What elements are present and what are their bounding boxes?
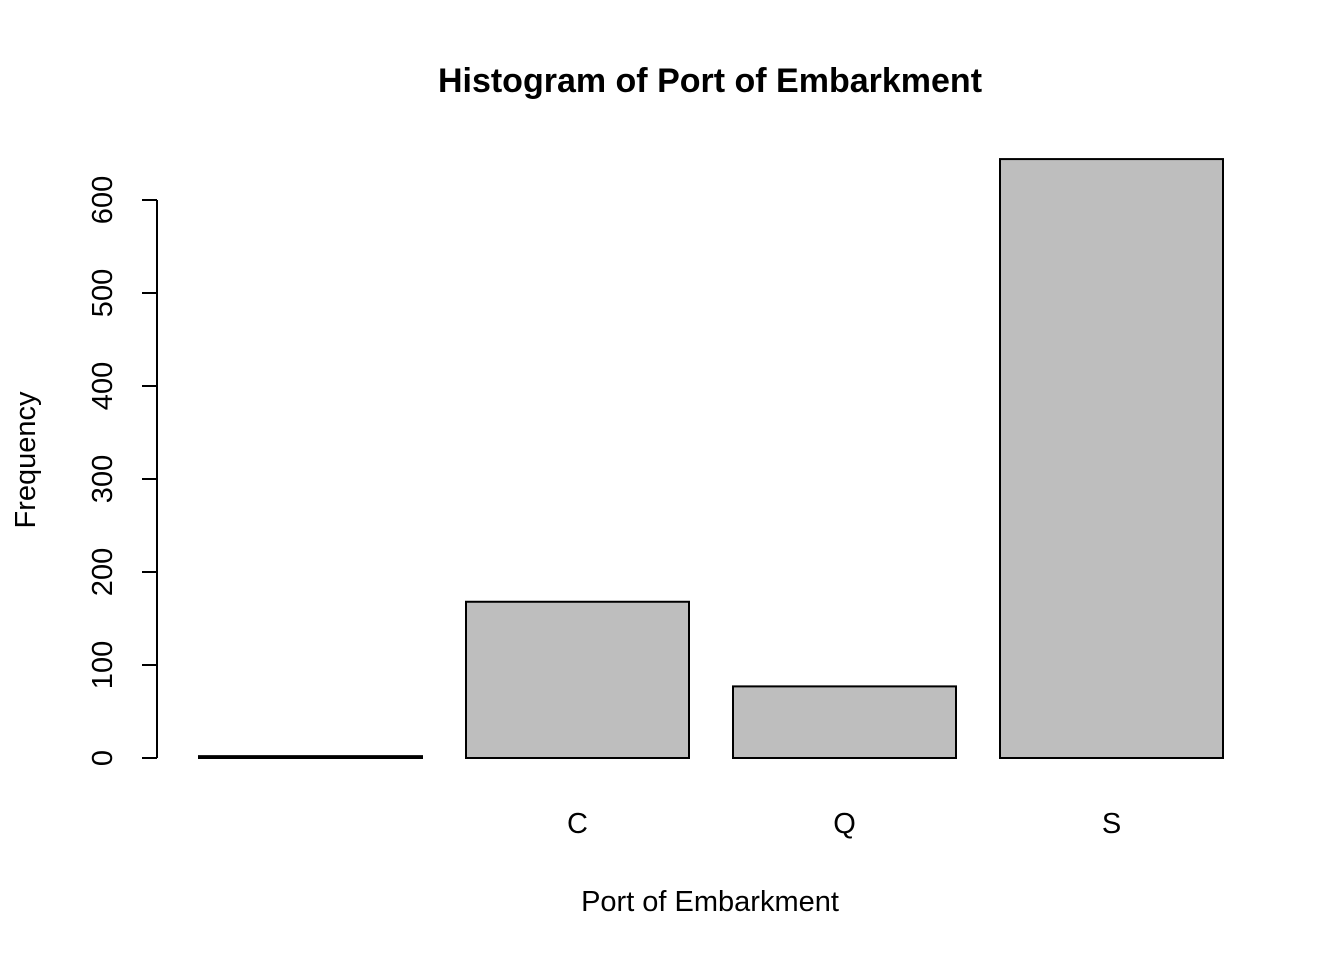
y-tick-label: 400 <box>87 362 119 410</box>
y-tick-label: 300 <box>87 455 119 503</box>
bar <box>732 685 957 760</box>
y-tick-label: 200 <box>87 548 119 596</box>
x-tick-label: Q <box>833 808 856 840</box>
x-tick-label: S <box>1102 808 1121 840</box>
y-tick-label: 0 <box>87 750 119 766</box>
x-axis-label: Port of Embarkment <box>581 886 839 918</box>
y-axis: 0 100 200 300 400 500 600 <box>87 176 158 766</box>
bar <box>999 158 1224 759</box>
bar <box>198 755 423 760</box>
y-axis-label: Frequency <box>10 391 42 529</box>
bars <box>198 158 1224 760</box>
x-tick-label: C <box>567 808 588 840</box>
y-tick-label: 100 <box>87 641 119 689</box>
y-tick-label: 600 <box>87 176 119 224</box>
chart-title: Histogram of Port of Embarkment <box>438 62 982 100</box>
y-tick-label: 500 <box>87 269 119 317</box>
bar <box>465 600 690 760</box>
